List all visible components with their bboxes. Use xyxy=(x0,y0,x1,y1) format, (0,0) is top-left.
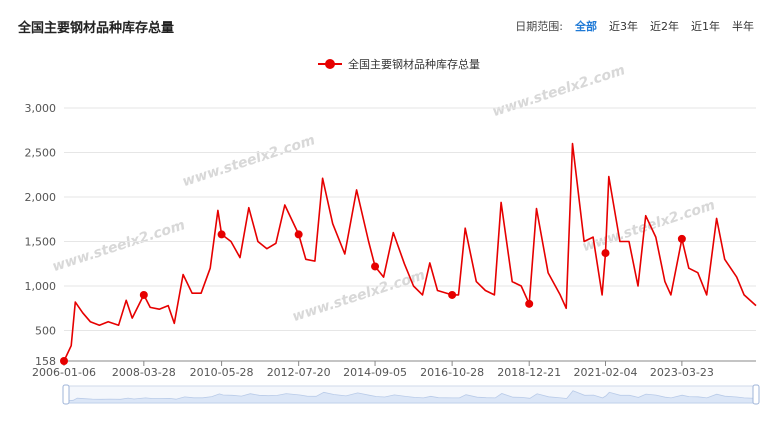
legend-label: 全国主要钢材品种库存总量 xyxy=(348,58,480,71)
zoom-handle-right[interactable] xyxy=(752,384,760,405)
watermark-text: www.steelx2.com xyxy=(290,267,427,325)
y-tick-label: 1,500 xyxy=(25,236,57,249)
y-tick-label: 158 xyxy=(35,355,56,368)
x-tick-label: 2018-12-21 xyxy=(497,366,561,379)
x-tick-label: 2021-02-04 xyxy=(574,366,638,379)
y-tick-label: 3,000 xyxy=(25,102,57,115)
range-option-1y[interactable]: 近1年 xyxy=(691,20,720,33)
series-marker xyxy=(448,290,457,299)
series-marker xyxy=(525,299,534,308)
range-option-2y[interactable]: 近2年 xyxy=(650,20,679,33)
chart-legend[interactable]: 全国主要钢材品种库存总量 xyxy=(318,56,480,72)
y-tick-label: 2,000 xyxy=(25,191,57,204)
series-line xyxy=(63,142,757,362)
range-option-half-year[interactable]: 半年 xyxy=(732,20,754,33)
zoom-slider-preview xyxy=(65,390,757,404)
series-marker xyxy=(60,357,68,365)
series-marker xyxy=(139,290,148,299)
watermark-text: www.steelx2.com xyxy=(180,132,317,190)
series-marker xyxy=(217,230,226,239)
range-option-all[interactable]: 全部 xyxy=(575,20,597,33)
zoom-handle-left[interactable] xyxy=(62,384,70,405)
range-option-3y[interactable]: 近3年 xyxy=(609,20,638,33)
y-tick-label: 2,500 xyxy=(25,147,57,160)
x-tick-label: 2016-10-28 xyxy=(420,366,484,379)
x-tick-label: 2010-05-28 xyxy=(190,366,254,379)
watermark-text: www.steelx2.com xyxy=(580,197,717,255)
y-tick-label: 500 xyxy=(35,325,56,338)
x-tick-label: 2008-03-28 xyxy=(112,366,176,379)
series-marker xyxy=(601,249,610,258)
chart-title: 全国主要钢材品种库存总量 xyxy=(18,21,175,36)
date-range-selector: 日期范围: 全部 近3年 近2年 近1年 半年 xyxy=(515,18,754,34)
date-range-label: 日期范围: xyxy=(515,20,563,33)
watermark-text: www.steelx2.com xyxy=(490,62,627,120)
watermark-text: www.steelx2.com xyxy=(50,217,187,275)
legend-swatch-icon xyxy=(318,59,342,69)
x-tick-label: 2014-09-05 xyxy=(343,366,407,379)
series-marker xyxy=(294,230,303,239)
y-tick-label: 1,000 xyxy=(25,280,57,293)
series-marker xyxy=(677,234,686,243)
series-marker xyxy=(371,262,380,271)
x-tick-label: 2012-07-20 xyxy=(267,366,331,379)
x-tick-label: 2006-01-06 xyxy=(32,366,96,379)
x-tick-label: 2023-03-23 xyxy=(650,366,714,379)
